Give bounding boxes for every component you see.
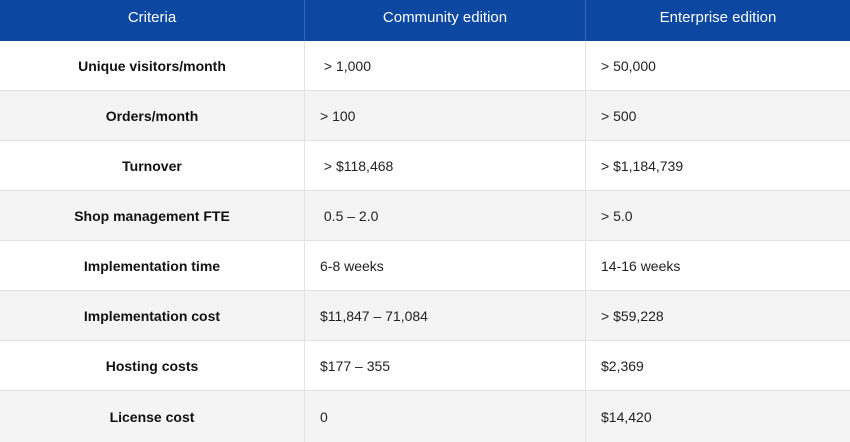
community-cell: 0.5 – 2.0 [304, 191, 585, 240]
community-value: $11,847 – 71,084 [320, 307, 428, 324]
header-criteria: Criteria [127, 8, 177, 26]
enterprise-value: 14-16 weeks [601, 257, 681, 274]
table-row: Turnover > $118,468 > $1,184,739 [0, 141, 850, 191]
community-value: 0.5 – 2.0 [320, 207, 379, 224]
table-row: Orders/month > 100 > 500 [0, 91, 850, 141]
enterprise-cell: > $1,184,739 [585, 141, 850, 190]
community-value: 6-8 weeks [320, 257, 384, 274]
enterprise-value: > $1,184,739 [601, 157, 684, 174]
enterprise-cell: > $59,228 [585, 291, 850, 340]
enterprise-value: $2,369 [601, 357, 644, 374]
criteria-cell: Orders/month [105, 107, 199, 124]
table-row: Hosting costs $177 – 355 $2,369 [0, 341, 850, 391]
community-cell: > 100 [304, 91, 585, 140]
enterprise-value: > 50,000 [601, 57, 656, 74]
community-cell: 0 [304, 391, 585, 442]
enterprise-cell: 14-16 weeks [585, 241, 850, 290]
criteria-cell: Unique visitors/month [78, 57, 226, 74]
criteria-cell: Turnover [122, 157, 182, 174]
enterprise-cell: $14,420 [585, 391, 850, 442]
enterprise-value: > 500 [601, 107, 637, 124]
table-row: Shop management FTE 0.5 – 2.0 > 5.0 [0, 191, 850, 241]
enterprise-value: > 5.0 [601, 207, 633, 224]
table-header: Criteria Community edition Enterprise ed… [0, 0, 850, 41]
table-row: Unique visitors/month > 1,000 > 50,000 [0, 41, 850, 91]
criteria-cell: Shop management FTE [74, 207, 230, 224]
enterprise-value: $14,420 [601, 408, 652, 425]
enterprise-cell: $2,369 [585, 341, 850, 390]
table-row: Implementation time 6-8 weeks 14-16 week… [0, 241, 850, 291]
criteria-cell: Implementation cost [83, 307, 221, 324]
community-value: > $118,468 [320, 157, 394, 174]
enterprise-cell: > 5.0 [585, 191, 850, 240]
community-cell: > 1,000 [304, 41, 585, 90]
community-cell: 6-8 weeks [304, 241, 585, 290]
community-value: > 100 [320, 107, 356, 124]
table-row: Implementation cost $11,847 – 71,084 > $… [0, 291, 850, 341]
community-cell: $11,847 – 71,084 [304, 291, 585, 340]
enterprise-cell: > 500 [585, 91, 850, 140]
criteria-cell: Implementation time [83, 257, 221, 274]
community-value: 0 [320, 408, 328, 425]
community-cell: > $118,468 [304, 141, 585, 190]
table-row: License cost 0 $14,420 [0, 391, 850, 442]
header-community-edition: Community edition [304, 0, 585, 41]
enterprise-cell: > 50,000 [585, 41, 850, 90]
community-cell: $177 – 355 [304, 341, 585, 390]
criteria-cell: Hosting costs [105, 357, 199, 374]
criteria-cell: License cost [109, 408, 195, 425]
enterprise-value: > $59,228 [601, 307, 664, 324]
community-value: $177 – 355 [320, 357, 391, 374]
community-value: > 1,000 [320, 57, 371, 74]
header-enterprise-edition: Enterprise edition [585, 0, 850, 41]
